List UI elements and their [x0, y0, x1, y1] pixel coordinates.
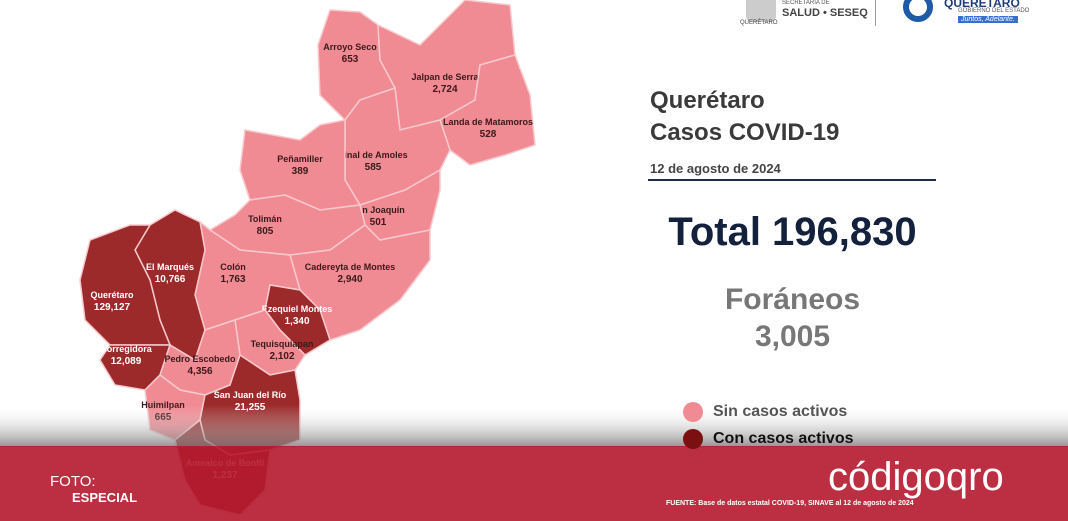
municipality-cases: 653	[342, 54, 359, 65]
municipality-name: Ezequiel Montes	[262, 304, 333, 314]
municipality-cases: 2,940	[337, 274, 362, 285]
legend-swatch	[683, 402, 703, 422]
municipality-cases: 2,724	[432, 84, 457, 95]
legend-label: Sin casos activos	[713, 403, 848, 420]
agency: SALUD • SESEQ	[782, 7, 868, 19]
title-line1: Querétaro	[650, 87, 765, 114]
seal	[746, 0, 776, 22]
fade-band	[0, 405, 1068, 447]
municipality-name: Pinal de Amoles	[338, 150, 407, 160]
title-line2: Casos COVID-19	[650, 119, 840, 146]
foreign-label: Foráneos	[724, 283, 861, 316]
municipality-cases: 528	[480, 129, 497, 140]
municipality-name: Cadereyta de Montes	[305, 262, 396, 272]
state-logo	[903, 0, 933, 22]
municipality-name: El Marqués	[146, 262, 194, 272]
divider	[875, 0, 876, 26]
seal-caption: QUERÉTARO	[740, 20, 778, 26]
municipality-cases: 10,766	[155, 274, 186, 285]
municipality-cases: 12,089	[111, 356, 142, 367]
agency-top: SECRETARÍA DE	[782, 0, 830, 6]
total: Total 196,830	[668, 210, 917, 254]
municipality-name: Corregidora	[100, 344, 153, 354]
municipality-cases: 2,102	[269, 351, 294, 362]
legend-swatch	[683, 429, 703, 449]
source: FUENTE: Base de datos estatal COVID-19, …	[666, 500, 914, 507]
brand: códigoqro	[828, 455, 1004, 499]
municipality	[439, 54, 536, 166]
municipality-name: Tolimán	[248, 214, 282, 224]
photo-credit: ESPECIAL	[72, 490, 138, 505]
municipality-cases: 585	[365, 162, 382, 173]
slogan: Juntos, Adelante.	[958, 16, 1018, 23]
municipality-cases: 4,356	[187, 366, 212, 377]
state-sub: GOBIERNO DEL ESTADO	[958, 8, 1030, 14]
rule	[648, 179, 936, 181]
municipality-name: Jalpan de Serra	[411, 72, 479, 82]
footer-band	[0, 446, 1068, 521]
foreign-value: 3,005	[754, 320, 831, 353]
municipality-name: Arroyo Seco	[323, 42, 377, 52]
photo-label: FOTO:	[50, 473, 96, 490]
municipality-cases: 1,763	[220, 274, 245, 285]
municipality-cases: 501	[370, 217, 387, 228]
municipality	[79, 224, 172, 346]
municipality-cases: 1,340	[284, 316, 309, 327]
date: 12 de agosto de 2024	[650, 161, 781, 176]
municipality-name: Colón	[220, 262, 246, 272]
municipality-cases: 805	[257, 226, 274, 237]
municipality-name: Peñamiller	[277, 154, 323, 164]
municipality-name: Pedro Escobedo	[164, 354, 236, 364]
municipality-name: Tequisquiapan	[251, 339, 314, 349]
municipality-cases: 389	[292, 166, 309, 177]
municipality	[239, 119, 362, 211]
municipality-name: Querétaro	[90, 290, 134, 300]
state-name: QUERÉTARO	[944, 0, 1020, 10]
municipality-name: San Joaquín	[351, 205, 405, 215]
legend-label: Con casos activos	[713, 430, 854, 447]
municipality-name: Landa de Matamoros	[443, 117, 533, 127]
municipality-name: San Juan del Río	[214, 390, 287, 400]
municipality-cases: 129,127	[94, 302, 131, 313]
